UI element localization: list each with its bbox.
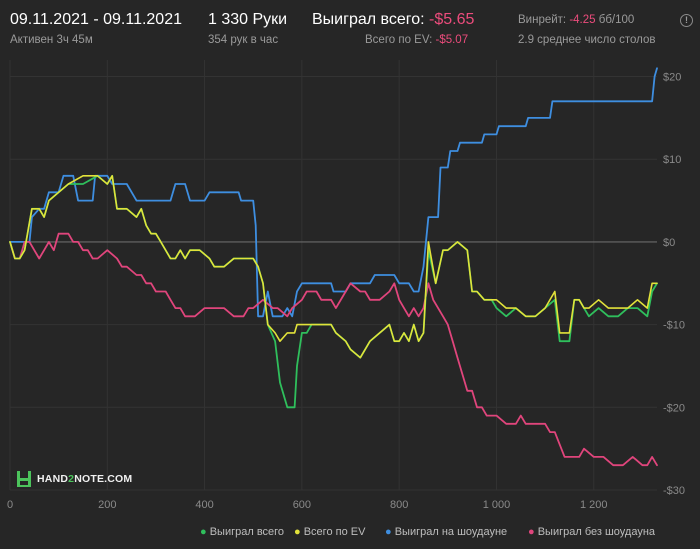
legend-item-ev-total[interactable]: ● Всего по EV <box>294 526 365 538</box>
x-tick-label: 1 000 <box>483 499 511 511</box>
legend-dot-icon: ● <box>385 526 392 538</box>
series-line-non-showdown <box>9 232 658 467</box>
ev-total-value: -$5.07 <box>435 34 469 46</box>
hands-count: 1 330 Руки <box>208 11 288 28</box>
x-tick-label: 200 <box>98 499 116 511</box>
legend-item-showdown[interactable]: ● Выиграл на шоудауне <box>385 526 507 538</box>
logo-text-a: HAND <box>37 472 69 485</box>
legend-label: Выиграл всего <box>209 526 285 538</box>
y-tick-label: -$20 <box>663 402 685 414</box>
y-tick-label: $0 <box>663 237 675 249</box>
hands-per-hour: 354 рук в час <box>208 34 279 46</box>
series-line-ev-total <box>9 175 658 359</box>
won-total-label: Выиграл всего: <box>312 11 425 28</box>
info-icon[interactable]: ! <box>680 14 693 27</box>
x-tick-label: 600 <box>293 499 311 511</box>
winrate: Винрейт: -4.25 бб/100 <box>518 14 634 26</box>
won-total-value: -$5.65 <box>429 11 475 28</box>
x-tick-label: 400 <box>195 499 213 511</box>
winrate-label: Винрейт: <box>518 14 567 26</box>
legend-dot-icon: ● <box>200 526 207 538</box>
avg-tables: 2.9 среднее число столов <box>518 34 656 46</box>
legend-dot-icon: ● <box>528 526 535 538</box>
logo-text-c: NOTE.COM <box>74 472 133 485</box>
legend-dot-icon: ● <box>294 526 301 538</box>
series-line-showdown <box>9 67 658 318</box>
x-tick-label: 1 200 <box>580 499 608 511</box>
legend-label: Всего по EV <box>303 526 366 538</box>
date-range: 09.11.2021 - 09.11.2021 <box>10 11 182 28</box>
winrate-value: -4.25 <box>569 14 596 26</box>
logo-h-icon <box>17 471 31 487</box>
y-tick-label: -$30 <box>663 485 685 497</box>
legend-label: Выиграл на шоудауне <box>394 526 508 538</box>
ev-total: Всего по EV: -$5.07 <box>365 34 468 46</box>
ev-total-label: Всего по EV: <box>365 34 433 46</box>
won-total: Выиграл всего: -$5.65 <box>312 11 474 29</box>
legend-label: Выиграл без шоудауна <box>537 526 656 538</box>
legend-item-non-showdown[interactable]: ● Выиграл без шоудауна <box>528 526 655 538</box>
active-time: Активен 3ч 45м <box>10 34 93 46</box>
x-tick-label: 800 <box>390 499 408 511</box>
y-tick-label: $20 <box>663 72 681 84</box>
winrate-unit: бб/100 <box>598 14 635 26</box>
y-tick-label: -$10 <box>663 320 685 332</box>
y-tick-label: $10 <box>663 154 681 166</box>
logo-text-b: 2 <box>68 472 75 485</box>
x-tick-label: 0 <box>7 499 13 511</box>
hand2note-logo: HAND2NOTE.COM <box>17 471 132 487</box>
legend-item-won-total[interactable]: ● Выиграл всего <box>200 526 284 538</box>
